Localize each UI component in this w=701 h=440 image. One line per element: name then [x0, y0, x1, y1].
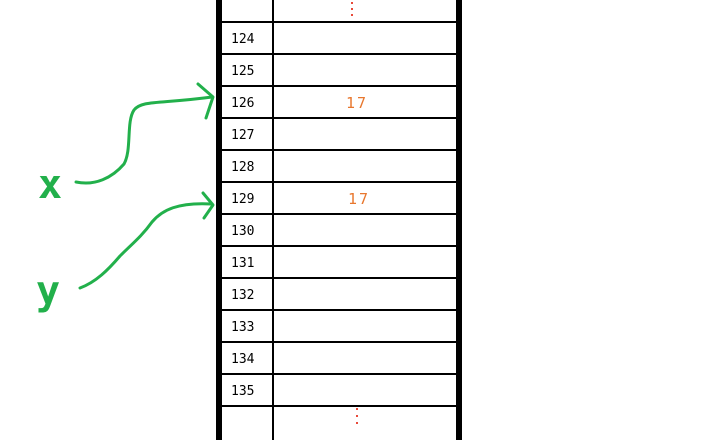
- memory-address-126: 126: [231, 96, 254, 111]
- row-border: [222, 309, 456, 311]
- row-border: [222, 53, 456, 55]
- bottom-ellipsis: [356, 408, 358, 424]
- memory-address-130: 130: [231, 224, 254, 239]
- memory-address-134: 134: [231, 352, 255, 367]
- memory-address-133: 133: [231, 320, 254, 335]
- memory-address-127: 127: [231, 128, 254, 143]
- variable-x-arrow: [74, 95, 214, 185]
- row-border: [222, 405, 456, 407]
- memory-rows: 124 125 126 17 127 128 129 17 130 131 132 133 134 135: [222, 21, 456, 407]
- variable-x-group: x: [38, 82, 215, 208]
- top-ellipsis: [351, 2, 353, 16]
- row-border: [222, 213, 456, 215]
- memory-right-wall: [456, 0, 462, 440]
- memory-value-129: 17: [348, 190, 370, 208]
- row-border: [222, 245, 456, 247]
- row-border: [222, 85, 456, 87]
- row-border: [222, 277, 456, 279]
- memory-address-132: 132: [231, 288, 254, 303]
- row-border: [222, 341, 456, 343]
- variable-y-group: y: [36, 191, 215, 314]
- variable-x-arrowhead: [196, 82, 215, 120]
- memory-address-125: 125: [231, 64, 254, 79]
- memory-address-128: 128: [231, 160, 254, 175]
- variable-y-arrow: [78, 202, 214, 290]
- memory-address-135: 135: [231, 384, 254, 399]
- row-border: [222, 181, 456, 183]
- column-divider: [272, 0, 274, 440]
- variable-y-label: y: [36, 268, 60, 314]
- row-border: [222, 149, 456, 151]
- variable-x-label: x: [38, 162, 62, 208]
- variable-y-arrowhead: [201, 191, 215, 220]
- memory-value-126: 17: [346, 94, 368, 112]
- row-border: [222, 373, 456, 375]
- memory-address-124: 124: [231, 32, 255, 47]
- memory-address-129: 129: [231, 192, 254, 207]
- memory-address-131: 131: [231, 256, 254, 271]
- row-border: [222, 117, 456, 119]
- row-border: [222, 21, 456, 23]
- memory-left-wall: [216, 0, 222, 440]
